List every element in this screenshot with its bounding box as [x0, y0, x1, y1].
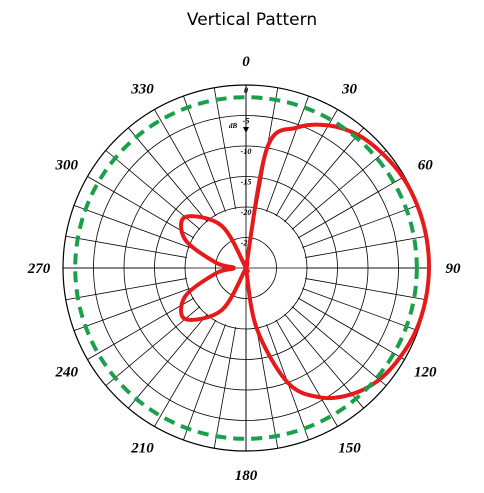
- grid-spoke: [305, 278, 427, 301]
- polar-grid: [62, 84, 430, 452]
- angle-label: 90: [446, 261, 462, 277]
- grid-spoke: [87, 297, 195, 360]
- grid-spoke: [284, 127, 364, 223]
- angle-label: 60: [418, 158, 434, 174]
- grid-spoke: [213, 327, 236, 449]
- angle-label: 240: [54, 365, 78, 381]
- grid-spoke: [305, 235, 427, 258]
- series-solid: [179, 122, 432, 401]
- grid-spoke: [213, 87, 236, 209]
- angle-label: 270: [27, 261, 51, 277]
- grid-ring: [184, 206, 308, 330]
- grid-ring: [123, 145, 369, 391]
- grid-spoke: [65, 278, 187, 301]
- grid-spoke: [256, 327, 279, 449]
- grid-spoke: [183, 324, 226, 441]
- grid-spoke: [275, 109, 338, 217]
- grid-spoke: [275, 319, 338, 427]
- ring-label: 0: [244, 86, 248, 95]
- angle-label: 120: [414, 365, 437, 381]
- grid-spoke: [128, 313, 208, 409]
- unit-indicator: dB: [229, 112, 249, 133]
- grid-spoke: [297, 176, 405, 239]
- grid-spoke: [291, 306, 387, 386]
- angle-label: 0: [242, 54, 250, 70]
- grid-spoke: [291, 150, 387, 230]
- ring-label: -20: [241, 208, 252, 217]
- unit-label: dB: [229, 122, 238, 130]
- grid-spoke: [154, 109, 217, 217]
- grid-spoke: [266, 95, 309, 212]
- angle-label: 30: [341, 82, 358, 98]
- chart-title: Vertical Pattern: [187, 10, 317, 30]
- series-layer: [73, 95, 432, 441]
- ring-label: -25: [241, 239, 252, 248]
- grid-spoke: [73, 205, 190, 248]
- series-dashed: [73, 95, 419, 441]
- unit-arrow-head: [243, 127, 249, 133]
- angle-label: 210: [130, 440, 154, 456]
- grid-ring: [154, 176, 338, 360]
- angle-label: 150: [338, 440, 361, 456]
- grid-spoke: [73, 288, 190, 331]
- angle-label: 330: [130, 82, 154, 98]
- grid-spoke: [128, 127, 208, 223]
- ring-label: -10: [241, 147, 252, 156]
- grid-spoke: [284, 313, 364, 409]
- grid-spoke: [183, 95, 226, 212]
- angle-label: 300: [54, 158, 78, 174]
- grid-spoke: [65, 235, 187, 258]
- grid-spoke: [87, 176, 195, 239]
- grid-spoke: [302, 288, 419, 331]
- grid-spoke: [297, 297, 405, 360]
- angle-label: 180: [235, 468, 258, 484]
- grid-ring: [215, 237, 277, 299]
- angle-labels: 0 30 60 90 120 150 180 210 240 270 300 330: [27, 54, 461, 484]
- grid-spoke: [302, 205, 419, 248]
- ring-label: -15: [241, 178, 252, 187]
- grid-spoke: [154, 319, 217, 427]
